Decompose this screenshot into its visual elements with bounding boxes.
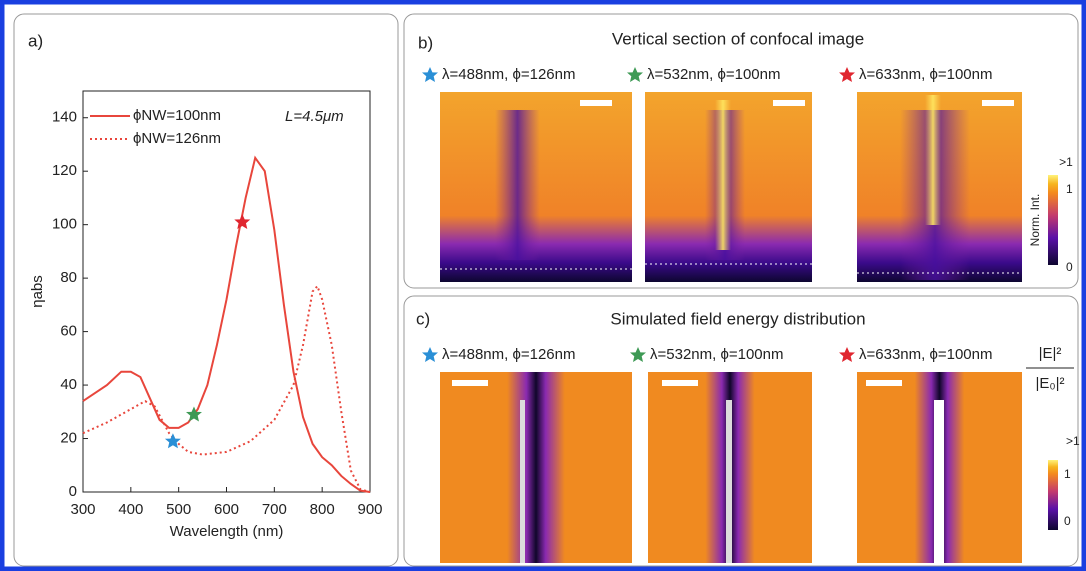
x-tick-label: 800 [310, 501, 335, 518]
x-tick-label: 500 [166, 501, 191, 518]
image-feature [495, 110, 540, 260]
panel-label: a) [28, 31, 43, 50]
image-feature [520, 400, 525, 563]
colorbar-label: 1 [1066, 182, 1073, 196]
image-label: λ=488nm, ϕ=126nm [442, 66, 575, 83]
colorbar-title: |E₀|² [1035, 375, 1064, 392]
scale-bar [452, 380, 488, 386]
y-tick-label: 20 [60, 430, 77, 447]
legend-label: ϕNW=126nm [133, 130, 221, 147]
scale-bar [866, 380, 902, 386]
image-label: λ=532nm, ϕ=100nm [647, 66, 780, 83]
x-tick-label: 600 [214, 501, 239, 518]
image-label: λ=488nm, ϕ=126nm [442, 346, 575, 363]
image-feature [925, 95, 941, 225]
scale-bar [982, 100, 1014, 106]
image-label: λ=532nm, ϕ=100nm [650, 346, 783, 363]
panel-b [403, 13, 1079, 289]
y-tick-label: 40 [60, 376, 77, 393]
x-axis-label: Wavelength (nm) [170, 523, 284, 540]
colorbar-title: Norm. Int. [1028, 194, 1042, 247]
image-feature [934, 400, 944, 563]
confocal-images [440, 92, 1022, 282]
scale-bar [773, 100, 805, 106]
y-tick-label: 140 [52, 109, 77, 126]
x-tick-label: 300 [70, 501, 95, 518]
y-tick-label: 80 [60, 269, 77, 286]
image-feature [726, 400, 732, 563]
x-tick-label: 400 [118, 501, 143, 518]
y-tick-label: 120 [52, 162, 77, 179]
series-line [82, 284, 371, 493]
y-tick-label: 100 [52, 216, 77, 233]
image-feature [715, 100, 731, 250]
scale-bar [580, 100, 612, 106]
annotation: L=4.5μm [285, 108, 344, 125]
simulation-images [440, 372, 1022, 563]
colorbar-label: 0 [1066, 260, 1073, 274]
colorbar-label: >1 [1059, 155, 1073, 169]
panel-label: c) [416, 309, 430, 328]
colorbar-label: 1 [1064, 467, 1071, 481]
colorbar [1048, 460, 1058, 530]
panel-title: Simulated field energy distribution [610, 309, 865, 328]
x-tick-label: 700 [262, 501, 287, 518]
panel-label: b) [418, 33, 433, 52]
legend-label: ϕNW=100nm [133, 107, 221, 124]
colorbar [1048, 175, 1058, 265]
panel-a [13, 13, 399, 567]
x-tick-label: 900 [357, 501, 382, 518]
series-line [82, 155, 371, 493]
image-label: λ=633nm, ϕ=100nm [859, 346, 992, 363]
y-tick-label: 60 [60, 323, 77, 340]
y-axis-label: ηabs [29, 275, 46, 308]
colorbar-label: >1 [1066, 434, 1080, 448]
colorbar-title: |E|² [1039, 345, 1062, 362]
image [440, 372, 632, 563]
scale-bar [662, 380, 698, 386]
panel-c [403, 295, 1079, 567]
panel-title: Vertical section of confocal image [612, 29, 864, 48]
y-tick-label: 0 [69, 483, 77, 500]
colorbar-label: 0 [1064, 514, 1071, 528]
image-label: λ=633nm, ϕ=100nm [859, 66, 992, 83]
